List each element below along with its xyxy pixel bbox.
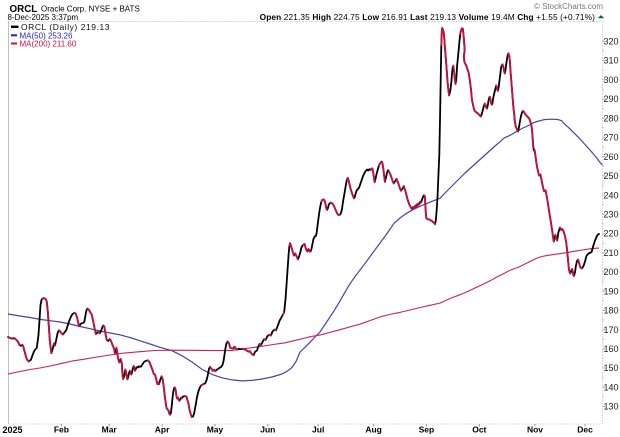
svg-text:Jun: Jun bbox=[260, 425, 275, 435]
svg-text:MA(200) 211.60: MA(200) 211.60 bbox=[20, 40, 77, 49]
svg-text:Apr: Apr bbox=[155, 425, 170, 435]
svg-text:© StockCharts.com: © StockCharts.com bbox=[534, 2, 603, 11]
svg-text:320: 320 bbox=[603, 37, 618, 47]
svg-text:130: 130 bbox=[603, 402, 618, 412]
svg-text:8-Dec-2025 3:37pm: 8-Dec-2025 3:37pm bbox=[8, 13, 79, 22]
svg-text:220: 220 bbox=[603, 229, 618, 239]
svg-text:Open 221.35 High 224.75 Low 21: Open 221.35 High 224.75 Low 216.91 Last … bbox=[260, 12, 595, 22]
svg-text:Feb: Feb bbox=[54, 425, 69, 435]
svg-text:ORCL: ORCL bbox=[10, 4, 38, 15]
svg-text:Oracle Corp. NYSE + BATS: Oracle Corp. NYSE + BATS bbox=[41, 5, 140, 14]
svg-text:Dec: Dec bbox=[577, 425, 593, 435]
svg-text:290: 290 bbox=[603, 94, 618, 104]
svg-text:180: 180 bbox=[603, 306, 618, 316]
svg-text:270: 270 bbox=[603, 133, 618, 143]
svg-text:280: 280 bbox=[603, 113, 618, 123]
svg-text:Mar: Mar bbox=[102, 425, 118, 435]
svg-text:150: 150 bbox=[603, 363, 618, 373]
svg-text:160: 160 bbox=[603, 344, 618, 354]
svg-text:200: 200 bbox=[603, 267, 618, 277]
svg-text:Nov: Nov bbox=[527, 425, 543, 435]
svg-text:Oct: Oct bbox=[472, 425, 486, 435]
svg-text:Sep: Sep bbox=[419, 425, 435, 435]
svg-text:250: 250 bbox=[603, 171, 618, 181]
svg-text:May: May bbox=[207, 425, 224, 435]
svg-text:MA(50) 253.26: MA(50) 253.26 bbox=[20, 31, 73, 40]
svg-text:Aug: Aug bbox=[365, 425, 382, 435]
svg-text:170: 170 bbox=[603, 325, 618, 335]
svg-text:Jul: Jul bbox=[312, 425, 324, 435]
svg-text:260: 260 bbox=[603, 152, 618, 162]
svg-text:190: 190 bbox=[603, 286, 618, 296]
svg-text:240: 240 bbox=[603, 190, 618, 200]
svg-text:210: 210 bbox=[603, 248, 618, 258]
svg-text:300: 300 bbox=[603, 75, 618, 85]
svg-text:140: 140 bbox=[603, 382, 618, 392]
svg-text:310: 310 bbox=[603, 56, 618, 66]
svg-text:ORCL (Daily) 219.13: ORCL (Daily) 219.13 bbox=[21, 22, 110, 32]
svg-text:230: 230 bbox=[603, 209, 618, 219]
svg-text:2025: 2025 bbox=[3, 425, 23, 435]
